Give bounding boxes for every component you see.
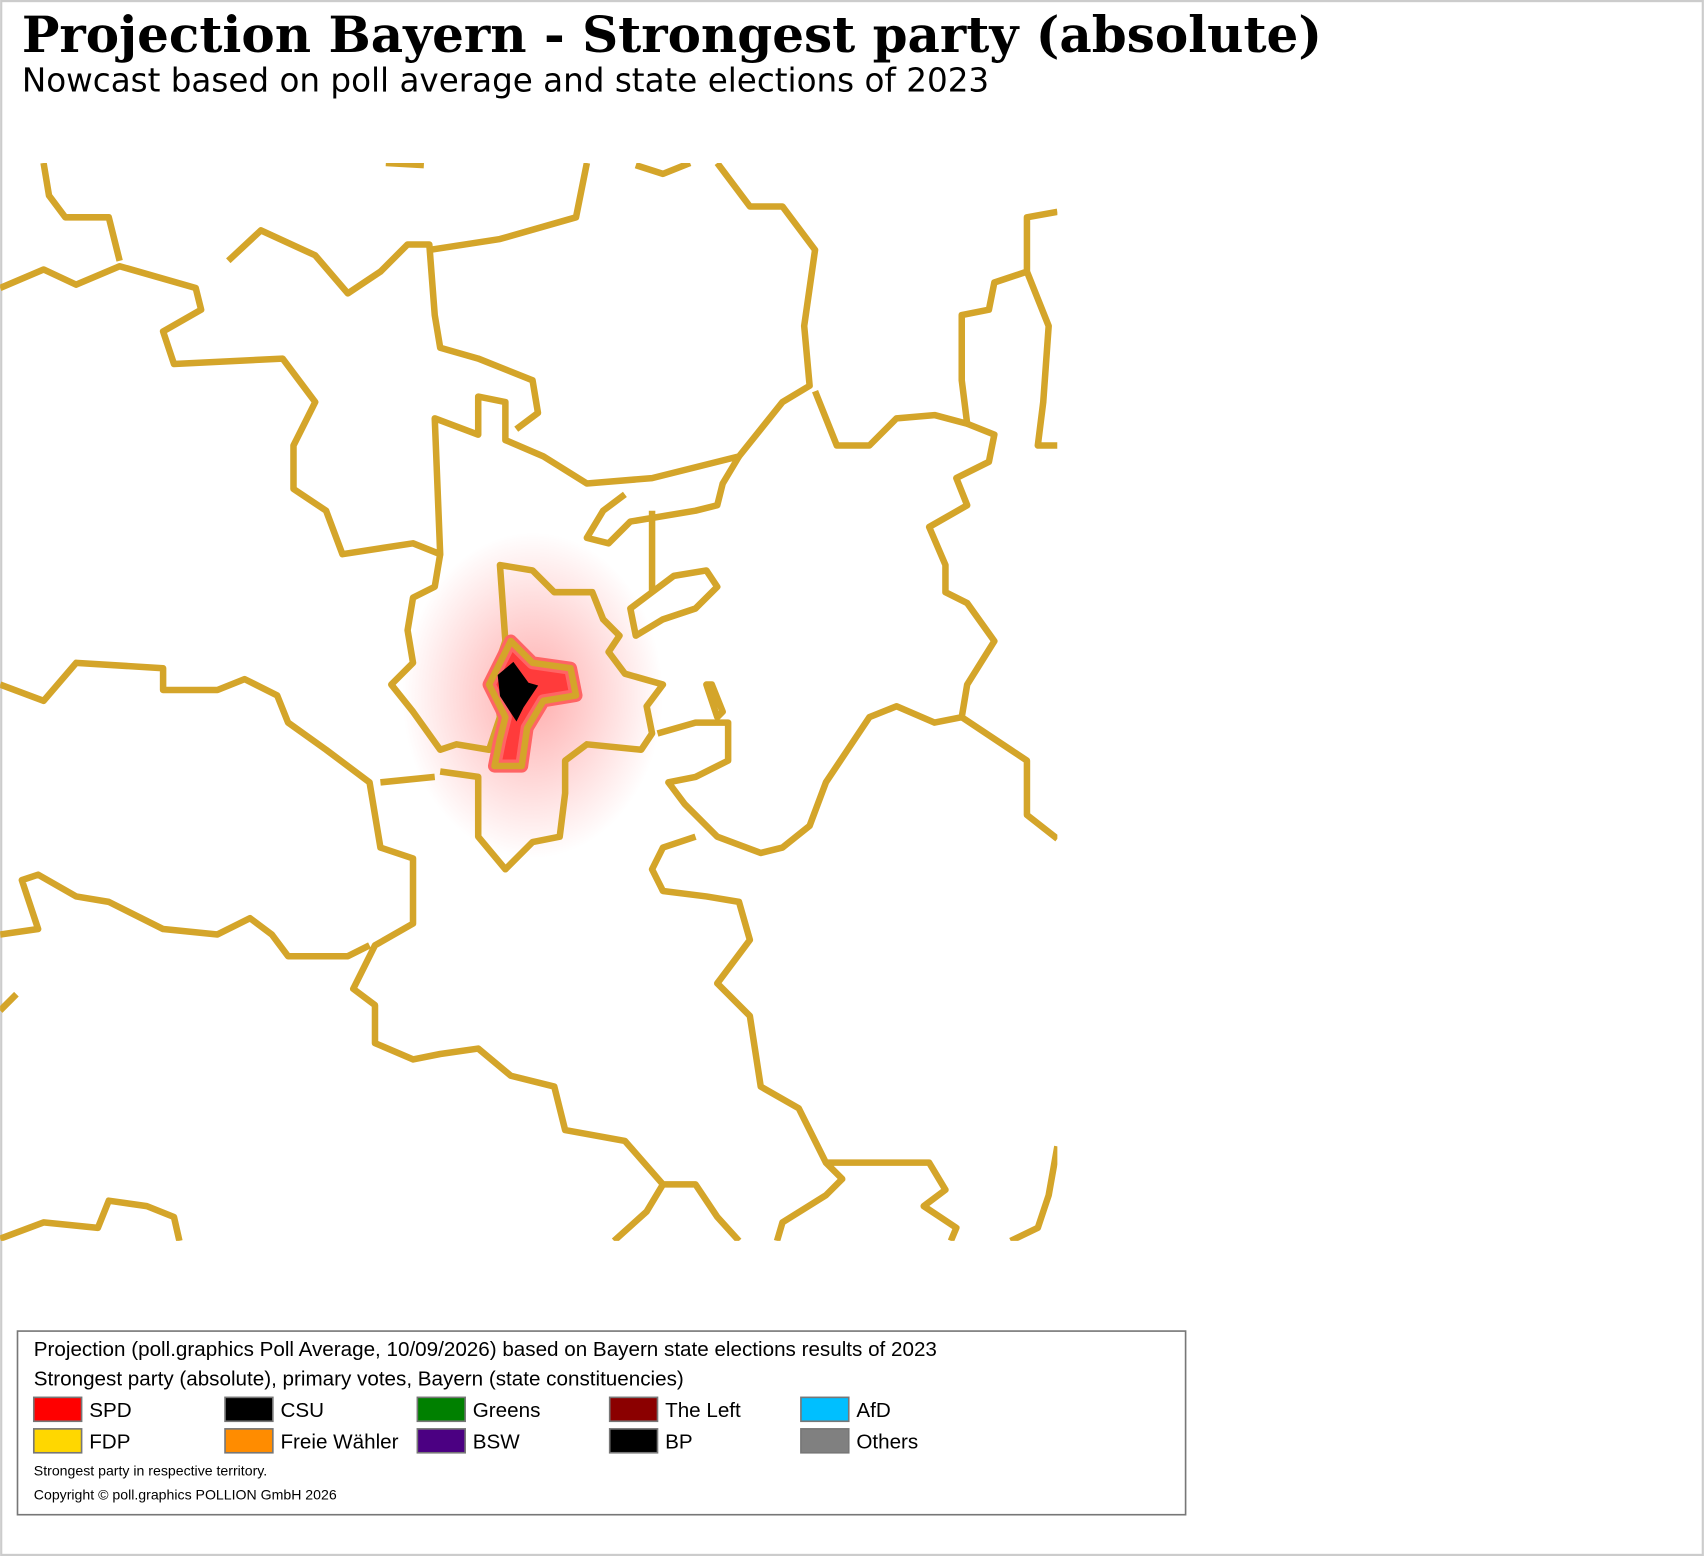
legend-label: AfD xyxy=(856,1399,890,1422)
legend-label: BP xyxy=(665,1430,693,1453)
district-border xyxy=(656,420,1058,857)
legend-swatch xyxy=(416,1396,466,1423)
district-border xyxy=(812,208,1058,449)
legend-swatch xyxy=(800,1428,850,1454)
legend-label: FDP xyxy=(89,1430,130,1453)
district-border xyxy=(0,659,742,1241)
legend-swatch xyxy=(608,1428,659,1454)
legend-label: Others xyxy=(856,1430,918,1453)
district-border xyxy=(388,553,667,873)
map xyxy=(0,162,1058,1241)
legend-label: SPD xyxy=(89,1399,131,1422)
district-border xyxy=(385,162,692,254)
district-border xyxy=(0,1182,666,1241)
legend-swatch xyxy=(224,1396,274,1423)
csu-territory xyxy=(497,661,539,722)
legend-label: Freie Wähler xyxy=(280,1430,398,1453)
legend-description: Strongest party (absolute), primary vote… xyxy=(34,1367,684,1390)
legend-swatch xyxy=(224,1428,274,1454)
title: Projection Bayern - Strongest party (abs… xyxy=(22,5,1322,64)
legend: Projection (poll.graphics Poll Average, … xyxy=(16,1330,1187,1516)
district-border xyxy=(485,637,580,770)
legend-swatch xyxy=(416,1428,466,1454)
legend-swatch xyxy=(32,1396,83,1423)
district-border xyxy=(583,454,742,639)
legend-swatch xyxy=(800,1396,850,1423)
legend-label: Greens xyxy=(473,1399,541,1422)
subtitle: Nowcast based on poll average and state … xyxy=(22,61,989,99)
legend-box xyxy=(16,1330,1187,1516)
legend-label: CSU xyxy=(280,1399,324,1422)
legend-note: Strongest party in respective territory. xyxy=(34,1463,267,1479)
legend-note: Copyright © poll.graphics POLLION GmbH 2… xyxy=(34,1486,337,1502)
legend-swatch xyxy=(608,1396,659,1423)
legend-label: The Left xyxy=(665,1399,741,1422)
legend-label: BSW xyxy=(473,1430,521,1453)
district-border xyxy=(648,833,1058,1241)
legend-swatch xyxy=(32,1428,83,1454)
legend-source: Projection (poll.graphics Poll Average, … xyxy=(34,1338,937,1361)
district-border xyxy=(703,681,726,721)
district-border xyxy=(40,162,542,432)
district-border xyxy=(0,162,819,558)
district-border xyxy=(0,871,372,1013)
